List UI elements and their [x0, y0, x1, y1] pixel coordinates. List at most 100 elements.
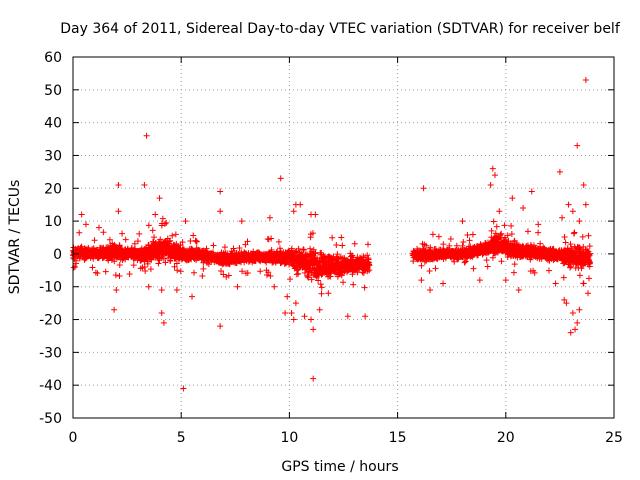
data-point: [490, 218, 497, 225]
data-point: [508, 222, 515, 229]
y-tick-label: 60: [44, 50, 62, 66]
data-point: [166, 238, 173, 245]
data-point: [160, 319, 167, 326]
data-point: [179, 239, 186, 246]
data-point: [82, 221, 89, 228]
data-point: [145, 283, 152, 290]
data-point: [218, 268, 225, 275]
data-point: [351, 240, 358, 247]
data-point: [491, 172, 498, 179]
data-point: [569, 309, 576, 316]
data-point: [476, 277, 483, 284]
data-point: [111, 306, 118, 313]
data-point: [115, 208, 122, 215]
data-point: [470, 265, 477, 272]
data-point: [344, 313, 351, 320]
data-point: [163, 219, 170, 226]
data-point: [361, 284, 368, 291]
data-point: [238, 218, 245, 225]
data-point: [572, 326, 579, 333]
data-point: [162, 259, 169, 266]
data-point: [493, 223, 500, 230]
data-point: [136, 230, 143, 237]
data-point: [574, 319, 581, 326]
data-point: [292, 300, 299, 307]
data-point: [292, 248, 299, 255]
data-point: [569, 208, 576, 215]
data-point: [287, 276, 294, 283]
data-point: [282, 309, 289, 316]
data-point: [310, 326, 317, 333]
data-point: [236, 244, 243, 251]
data-point: [192, 237, 199, 244]
data-point: [489, 165, 496, 172]
data-point: [284, 293, 291, 300]
data-point: [180, 385, 187, 392]
data-point: [288, 245, 295, 252]
data-point: [339, 242, 346, 249]
data-point: [126, 271, 133, 278]
data-point: [483, 257, 490, 264]
data-point: [115, 181, 122, 188]
data-point: [432, 265, 439, 272]
chart-title: Day 364 of 2011, Sidereal Day-to-day VTE…: [60, 21, 621, 37]
data-point: [157, 236, 164, 243]
data-point: [106, 236, 113, 243]
data-point: [268, 246, 275, 253]
data-point: [535, 229, 542, 236]
data-point: [329, 234, 336, 241]
y-tick-label: -30: [39, 345, 62, 361]
y-tick-label: -50: [39, 411, 62, 427]
data-point: [217, 208, 224, 215]
data-point: [275, 238, 282, 245]
data-point: [210, 242, 217, 249]
data-point: [560, 274, 567, 281]
data-point: [333, 242, 340, 249]
data-point: [217, 188, 224, 195]
data-point: [113, 287, 120, 294]
data-point: [193, 238, 200, 245]
y-tick-label: 30: [44, 148, 62, 164]
data-point: [510, 269, 517, 276]
data-point: [152, 211, 159, 218]
data-point: [418, 277, 425, 284]
data-point: [435, 233, 442, 240]
data-point: [92, 269, 99, 276]
data-point: [217, 323, 224, 330]
data-point: [440, 241, 447, 248]
data-point: [141, 264, 148, 271]
data-point: [271, 283, 278, 290]
data-point: [305, 274, 312, 281]
data-point: [187, 237, 194, 244]
data-point: [225, 272, 232, 279]
data-point: [579, 233, 586, 240]
data-point: [100, 229, 107, 236]
data-point: [111, 258, 118, 265]
data-point: [266, 214, 273, 221]
data-point: [267, 272, 274, 279]
data-point: [318, 290, 325, 297]
data-point: [585, 275, 592, 282]
data-point: [116, 273, 123, 280]
data-point: [189, 293, 196, 300]
data-point: [173, 260, 180, 267]
data-point: [102, 268, 109, 275]
data-point: [364, 241, 371, 248]
data-point: [169, 232, 176, 239]
data-point: [156, 195, 163, 202]
y-tick-label: 20: [44, 181, 62, 197]
data-point: [89, 264, 96, 271]
data-point: [350, 281, 357, 288]
x-tick-label: 5: [177, 430, 186, 446]
data-point: [308, 316, 315, 323]
data-point: [427, 287, 434, 294]
x-tick-label: 10: [280, 430, 298, 446]
data-point: [143, 132, 150, 139]
data-point: [263, 272, 270, 279]
data-point: [496, 208, 503, 215]
data-point: [459, 218, 466, 225]
data-point: [570, 230, 577, 237]
data-point: [511, 261, 518, 268]
data-points: [70, 76, 594, 392]
data-point: [223, 273, 230, 280]
